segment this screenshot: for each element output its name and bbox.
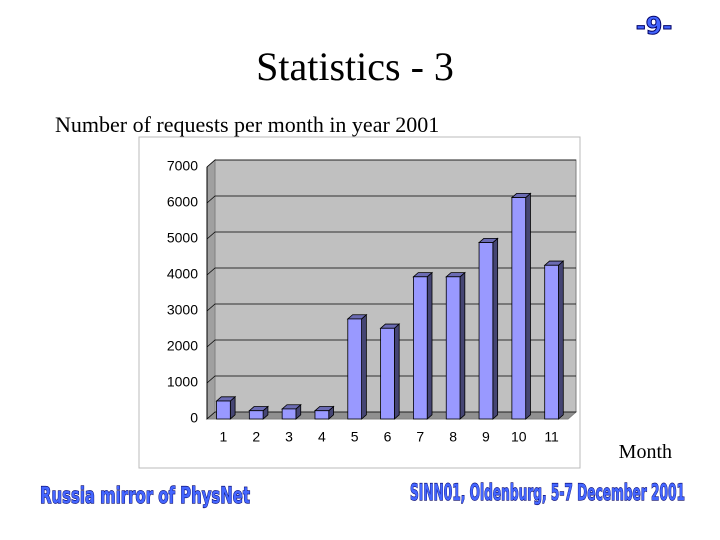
bar [347, 318, 362, 420]
x-tick-label: 8 [449, 429, 457, 445]
bar-side [492, 237, 499, 420]
footer-left: Russia mirror of PhysNet [40, 484, 250, 509]
bar [511, 197, 527, 420]
y-tick-label: 5000 [167, 230, 198, 246]
bar-side [525, 192, 531, 420]
y-tick-label: 1000 [167, 374, 198, 390]
page-number: -9- [636, 12, 673, 40]
bar-side [361, 313, 367, 420]
bar-side [426, 271, 433, 420]
x-tick-label: 10 [511, 429, 527, 445]
grid-line [206, 267, 576, 276]
slide-title: Statistics - 3 [256, 44, 454, 89]
bar [281, 408, 297, 420]
x-tick-label: 7 [416, 429, 424, 445]
y-tick-label: 3000 [167, 302, 198, 318]
bar [413, 276, 428, 420]
x-tick-label: 1 [220, 429, 228, 445]
x-tick-label: 2 [252, 429, 260, 445]
side-wall [206, 158, 216, 421]
footer-right: SINN01, Oldenburg, 5-7 December 2001 [410, 481, 685, 506]
bar [216, 400, 231, 420]
y-tick-label: 2000 [167, 338, 198, 354]
y-tick-label: 6000 [167, 194, 198, 210]
bar [445, 276, 461, 420]
y-tick-label: 0 [190, 410, 198, 426]
y-tick-label: 4000 [167, 266, 198, 282]
y-tick-label: 7000 [167, 158, 198, 174]
x-tick-label: 3 [285, 429, 293, 445]
bar [478, 242, 494, 420]
x-tick-label: 11 [544, 429, 559, 445]
grid-line [206, 159, 576, 168]
bar-side [459, 271, 466, 420]
bar [248, 410, 264, 420]
x-axis-label: Month [619, 441, 672, 463]
x-tick-label: 9 [482, 429, 490, 445]
chart-subtitle: Number of requests per month in year 200… [55, 112, 439, 137]
bar-side [393, 323, 400, 420]
x-tick-label: 4 [318, 429, 326, 445]
x-tick-label: 5 [351, 429, 359, 445]
grid-line [206, 195, 576, 204]
bar [380, 327, 395, 420]
grid-line [206, 231, 576, 240]
bar-side [558, 260, 564, 420]
bar [544, 264, 559, 420]
bar [314, 410, 330, 420]
x-tick-label: 6 [384, 429, 392, 445]
